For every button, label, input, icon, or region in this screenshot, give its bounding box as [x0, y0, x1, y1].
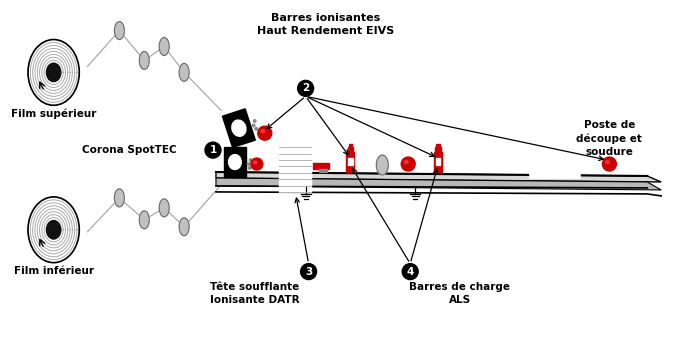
Text: Barres ionisantes
Haut Rendement EIVS: Barres ionisantes Haut Rendement EIVS	[257, 13, 394, 36]
Text: 4: 4	[406, 267, 414, 277]
Ellipse shape	[261, 130, 265, 133]
Ellipse shape	[232, 120, 246, 136]
Bar	[348, 158, 353, 165]
Ellipse shape	[252, 124, 255, 127]
Circle shape	[298, 80, 313, 96]
Ellipse shape	[247, 163, 250, 165]
Polygon shape	[216, 172, 661, 182]
Ellipse shape	[179, 63, 189, 81]
Ellipse shape	[250, 159, 252, 161]
Text: Corona SpotTEC: Corona SpotTEC	[81, 145, 176, 155]
Bar	[529, 148, 579, 178]
Circle shape	[205, 142, 221, 158]
Bar	[435, 147, 441, 152]
Ellipse shape	[254, 161, 256, 164]
Ellipse shape	[402, 157, 415, 171]
Ellipse shape	[179, 218, 189, 236]
Ellipse shape	[404, 160, 408, 164]
Text: Film inférieur: Film inférieur	[14, 266, 94, 276]
Ellipse shape	[258, 126, 272, 140]
Bar	[349, 144, 352, 147]
Circle shape	[402, 264, 418, 279]
Polygon shape	[216, 178, 661, 190]
Bar	[313, 163, 328, 169]
Bar	[436, 144, 440, 147]
Ellipse shape	[253, 120, 256, 122]
Text: Barres de charge
ALS: Barres de charge ALS	[410, 282, 510, 305]
Ellipse shape	[47, 220, 61, 239]
Ellipse shape	[255, 128, 257, 130]
Text: 2: 2	[302, 83, 309, 93]
Bar	[347, 147, 353, 152]
Text: Tête soufflante
Ionisante DATR: Tête soufflante Ionisante DATR	[210, 282, 300, 305]
Ellipse shape	[248, 167, 251, 169]
Bar	[347, 152, 354, 172]
Ellipse shape	[140, 51, 149, 69]
Ellipse shape	[47, 63, 61, 82]
Text: 3: 3	[305, 267, 312, 277]
Ellipse shape	[228, 155, 241, 169]
Ellipse shape	[376, 155, 389, 175]
Text: 1: 1	[209, 145, 217, 155]
Text: Film supérieur: Film supérieur	[11, 108, 96, 119]
Circle shape	[301, 264, 317, 279]
Ellipse shape	[159, 199, 169, 217]
Bar	[319, 169, 326, 172]
Text: Poste de
découpe et
soudure: Poste de découpe et soudure	[577, 120, 642, 157]
Ellipse shape	[603, 157, 616, 171]
Bar	[434, 152, 442, 172]
Bar	[278, 147, 311, 192]
Bar	[436, 158, 440, 165]
Ellipse shape	[114, 22, 124, 40]
Ellipse shape	[251, 158, 263, 170]
Ellipse shape	[114, 189, 124, 207]
Ellipse shape	[159, 38, 169, 56]
Polygon shape	[222, 109, 255, 148]
Ellipse shape	[605, 160, 609, 164]
Polygon shape	[224, 147, 246, 177]
Ellipse shape	[140, 211, 149, 229]
